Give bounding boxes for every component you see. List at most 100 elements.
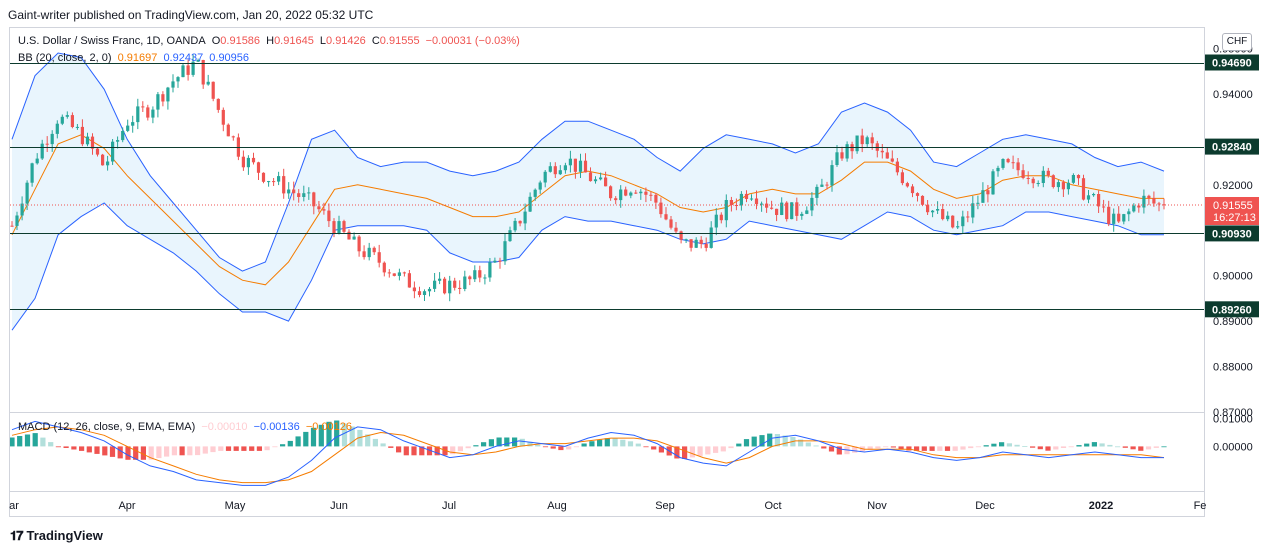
macd-hist-bar [627,441,634,447]
candle-body [15,215,19,226]
low-label: L [319,35,327,47]
candle-body [256,162,261,173]
candle-body [151,109,155,118]
last-price-tag [1205,197,1259,225]
price-tick-label: 0.94000 [1213,89,1253,101]
macd-hist-bar [542,446,549,448]
macd-hist-bar [890,446,896,448]
macd-hist-bar [983,445,989,447]
candle-body [1036,183,1040,184]
macd-hist-bar [403,446,409,456]
price-axis[interactable]: 0.950000.940000.920000.900000.890000.880… [1205,43,1259,419]
candle-body [438,278,442,281]
candle-body [1092,194,1096,196]
symbol-legend: U.S. Dollar / Swiss Franc, 1D, OANDA O0.… [18,35,523,47]
candle-body [926,204,930,213]
level-price-label: 0.92840 [1212,142,1252,154]
candle-body [126,125,130,131]
candle-body [171,81,175,88]
macd-hist-bar [225,446,232,451]
candle-body [634,192,638,194]
candle-body [387,272,391,274]
macd-hist-bar [743,439,750,447]
candle-body [890,158,894,162]
time-tick-label: ar [9,500,19,512]
macd-hist-bar [1107,444,1113,447]
macd-hist-bar [828,446,835,452]
macd-hist-bar [450,446,456,455]
candle-body [70,115,74,127]
candle-body [739,193,743,206]
close-label: C [371,35,380,47]
candle-body [372,247,376,253]
macd-axis[interactable]: 0.01000 0.00000 [1213,414,1253,454]
macd-hist-bar [643,446,649,448]
candle-body [362,251,366,258]
time-axis[interactable]: ar Apr May Jun Jul Aug Sep Oct Nov Dec 2022 Fe [9,500,1206,512]
candle-body [317,206,321,210]
candle-body [508,230,512,242]
candle-body [111,141,115,162]
candle-body [820,184,824,187]
candle-body [604,177,608,187]
level-price-tag [1205,138,1259,155]
candle-body [815,186,819,198]
footer-brand[interactable]: 𝟏𝟕 TradingView [10,528,103,544]
candle-body [176,77,180,82]
candle-body [156,94,160,110]
candle-body [775,208,779,215]
horizontal-levels[interactable] [10,63,1204,310]
macd-hist-bar [481,442,487,447]
macd-hist-bar [233,446,239,451]
candle-body [805,210,809,214]
tradingview-logo-icon: 𝟏𝟕 [10,528,24,543]
level-price-tag [1205,301,1259,318]
macd-hist-bar [1076,445,1082,447]
candle-body [136,106,140,123]
candle-body [201,60,205,85]
macd-hist-bar [535,444,541,447]
currency-button[interactable]: CHF [1222,33,1252,51]
candle-body [407,273,411,288]
macd-hist-bar [396,446,402,453]
time-tick-label: Oct [764,500,781,512]
price-tick-label: 0.90000 [1213,271,1253,283]
macd-hist-bar [898,446,904,449]
candle-body [860,135,864,145]
candle-body [709,227,713,248]
level-price-label: 0.94690 [1212,58,1252,70]
macd-hist-bar [550,446,556,449]
macd-hist-bar [581,443,587,447]
candle-body [221,109,225,125]
candle-body [588,172,593,182]
macd-hist-bar [883,446,889,448]
candle-body [186,65,190,75]
candle-body [971,203,975,218]
candle-body [196,60,200,62]
candle-body [1001,159,1005,168]
candle-body [518,220,522,224]
candle-body [629,192,633,196]
macd-hist-bar [968,446,974,449]
candle-body [1147,195,1151,199]
candle-body [578,160,583,172]
candle-body [478,270,482,278]
macd-hist-bar [960,446,966,450]
candle-body [830,165,834,186]
macd-hist-bar [133,446,139,460]
candle-body [191,61,195,75]
candle-body [267,181,271,183]
macd-hist-bar [48,442,54,447]
candle-body [453,280,457,288]
candle-body [146,107,150,118]
candle-body [90,136,95,149]
candle-body [427,288,432,292]
macd-hist-bar [148,446,154,460]
candle-body [1066,182,1070,190]
macd-hist-bar [496,437,502,447]
macd-hist-bar [310,427,317,447]
macd-tick-label: 0.01000 [1213,414,1253,426]
macd-hist-bar [295,436,301,447]
macd-hist-bar [612,438,618,447]
